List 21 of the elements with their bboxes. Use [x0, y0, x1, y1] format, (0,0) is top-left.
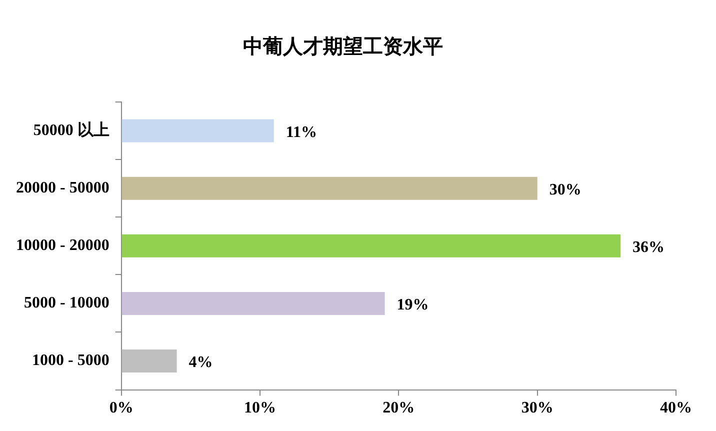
- bar: [122, 292, 385, 315]
- data-label: 19%: [396, 296, 429, 314]
- data-label: 11%: [286, 124, 317, 141]
- bar: [122, 350, 177, 373]
- y-tick-label: 1000 - 5000: [32, 352, 110, 370]
- y-tick-label: 20000 - 50000: [16, 179, 110, 196]
- y-tick-label: 5000 - 10000: [24, 294, 110, 312]
- x-tick-label: 30%: [521, 400, 554, 417]
- x-tick-label: 10%: [244, 400, 276, 417]
- bar: [122, 234, 621, 258]
- x-tick-label: 20%: [382, 400, 415, 417]
- bar: [122, 119, 274, 142]
- x-tick-label: 0%: [109, 400, 134, 417]
- x-tick-label: 40%: [660, 400, 692, 417]
- data-label: 36%: [632, 239, 665, 256]
- chart-title: 中葡人才期望工资水平: [243, 35, 443, 58]
- y-tick-label: 10000 - 20000: [16, 237, 110, 254]
- bar: [122, 176, 538, 200]
- data-label: 4%: [188, 354, 213, 372]
- y-tick-label: 50000 以上: [33, 120, 110, 139]
- data-label: 30%: [549, 181, 582, 198]
